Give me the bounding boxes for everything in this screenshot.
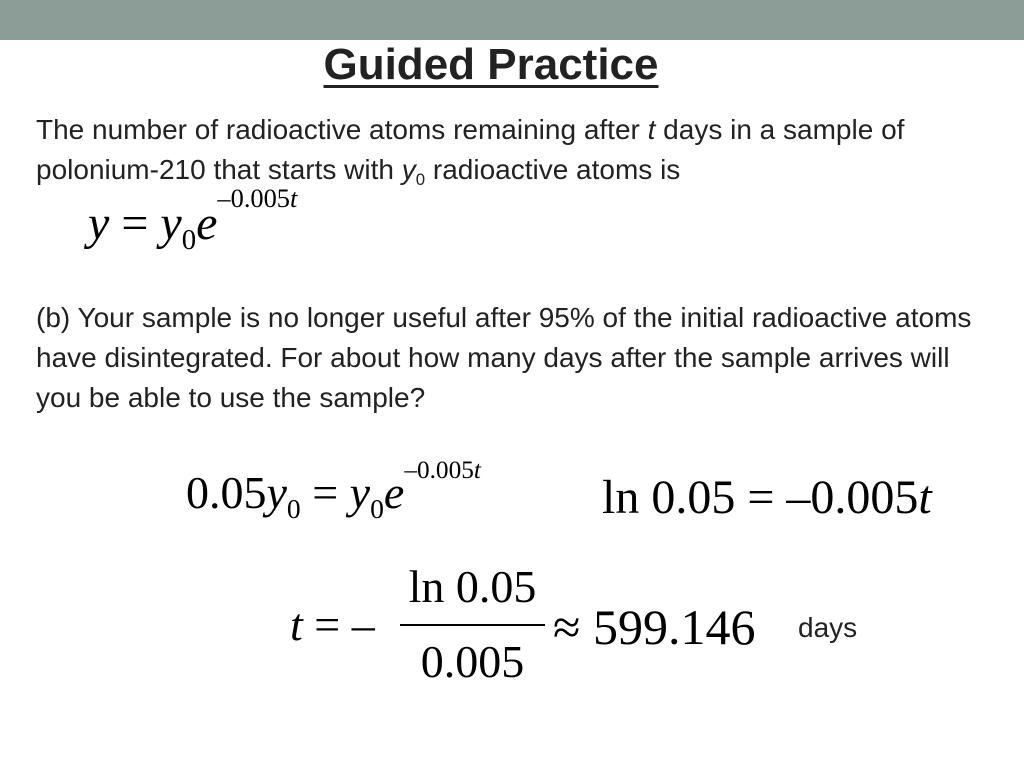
- step1-equation: 0.05y0 = y0e–0.005t: [186, 455, 481, 524]
- fraction-numerator: ln 0.05: [408, 561, 537, 612]
- step2-equation: ln 0.05 = –0.005t: [602, 471, 932, 524]
- fraction-denominator: 0.005: [420, 636, 525, 687]
- result-unit: days: [798, 612, 858, 643]
- top-banner: [0, 0, 1024, 40]
- fraction-bar: [400, 624, 545, 626]
- result-value: ≈ 599.146: [553, 599, 756, 655]
- problem-statement: The number of radioactive atoms remainin…: [36, 114, 905, 189]
- part-b-question: (b) Your sample is no longer useful afte…: [36, 302, 972, 413]
- step3-lhs: t = –: [290, 599, 375, 650]
- slide-title: Guided Practice: [323, 40, 659, 89]
- decay-model-equation: y = y0e–0.005t: [88, 183, 298, 257]
